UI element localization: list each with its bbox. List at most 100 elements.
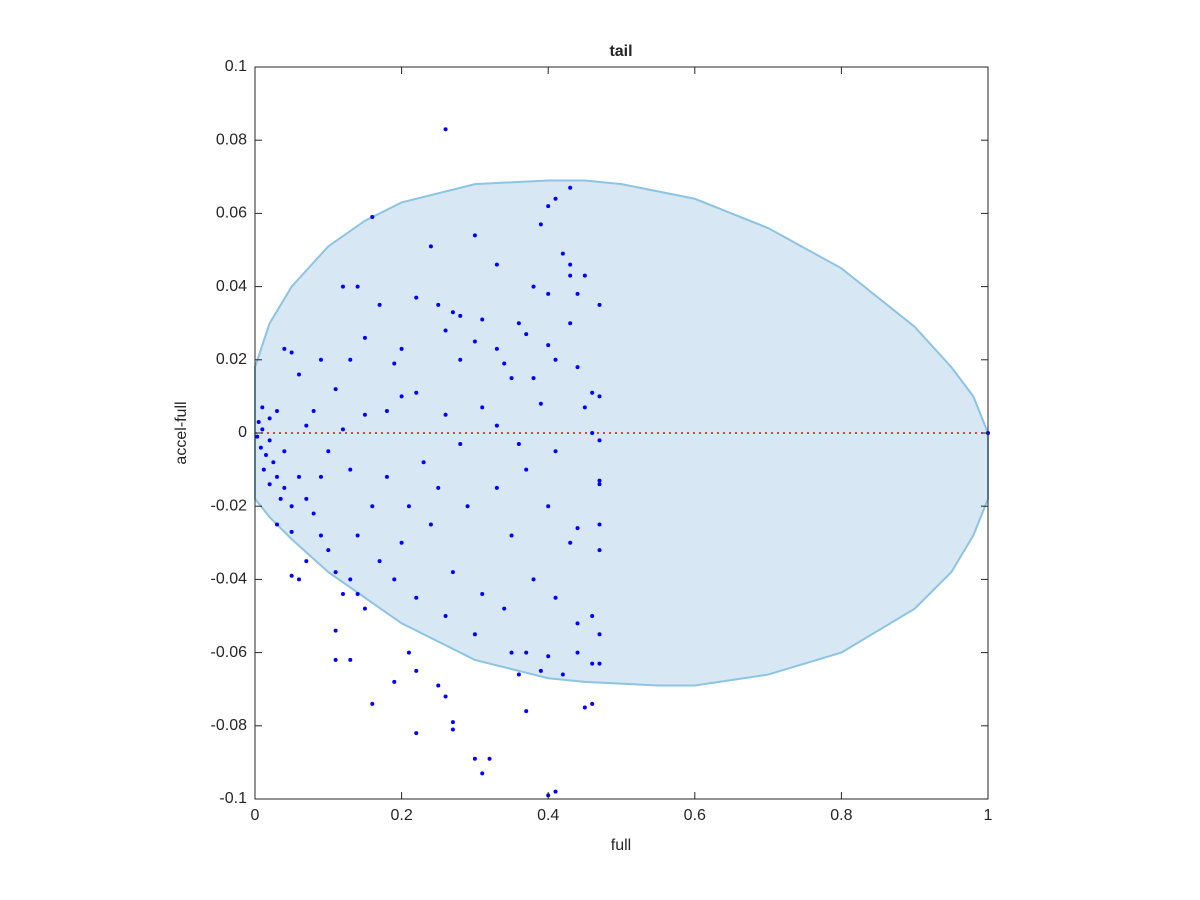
point [597,438,602,443]
point [274,474,279,479]
point [318,533,323,538]
point [355,533,360,538]
point [348,657,353,662]
point [538,222,543,227]
point [480,405,485,410]
point [531,376,536,381]
point [333,570,338,575]
y-tick-label: 0.02 [216,351,247,368]
point [553,357,558,362]
y-tick-label: 0.04 [216,278,247,295]
point [263,452,268,457]
point [414,295,419,300]
point [333,628,338,633]
point [450,727,455,732]
point [590,390,595,395]
x-tick-label: 0.8 [830,807,852,824]
point [524,332,529,337]
point [384,474,389,479]
point [597,482,602,487]
point [296,577,301,582]
point [458,441,463,446]
point [326,449,331,454]
point [560,672,565,677]
point [428,244,433,249]
point [450,570,455,575]
point [582,705,587,710]
point [546,343,551,348]
point [256,420,261,425]
point [472,756,477,761]
point [494,485,499,490]
point [355,592,360,597]
point [480,771,485,776]
point [575,621,580,626]
point [318,357,323,362]
point [502,361,507,366]
y-tick-label: 0.1 [225,58,247,75]
point [304,559,309,564]
point [450,720,455,725]
point [258,445,263,450]
point [597,661,602,666]
point [282,449,287,454]
point [267,416,272,421]
point [348,577,353,582]
point [590,431,595,435]
point [355,284,360,289]
point [494,262,499,267]
point [362,606,367,611]
point [282,485,287,490]
point [568,540,573,545]
y-tick-label: 0 [238,424,247,441]
point [590,614,595,618]
point [575,526,580,531]
point [414,390,419,395]
point [458,313,463,318]
x-tick-label: 0 [251,807,260,824]
point [472,339,477,344]
point [333,657,338,662]
point [261,467,266,472]
point [524,650,529,655]
point [546,291,551,296]
point [267,438,272,443]
y-tick-label: -0.02 [211,497,248,514]
point [538,401,543,406]
point [568,273,573,278]
point [450,310,455,315]
point [255,434,260,439]
point [399,346,404,351]
point [597,302,602,307]
point [590,661,595,666]
point [524,709,529,714]
point [546,204,551,209]
point [494,423,499,428]
point [509,650,514,655]
point [348,357,353,362]
point [597,478,602,483]
point [487,756,492,761]
y-axis-label: accel-full [173,401,190,464]
x-axis-label: full [611,837,631,854]
point [546,654,551,659]
point [326,548,331,553]
y-tick-label: 0.06 [216,205,247,222]
point [428,522,433,527]
point [296,372,301,377]
x-tick-label: 0.4 [537,807,559,824]
point [553,595,558,600]
point [377,302,382,307]
point [289,504,294,509]
point [278,496,283,501]
chart-title: tail [609,43,632,60]
point [289,350,294,355]
point [480,592,485,597]
point [509,533,514,538]
point [516,321,521,326]
point [443,328,448,333]
point [289,573,294,578]
point [516,441,521,446]
